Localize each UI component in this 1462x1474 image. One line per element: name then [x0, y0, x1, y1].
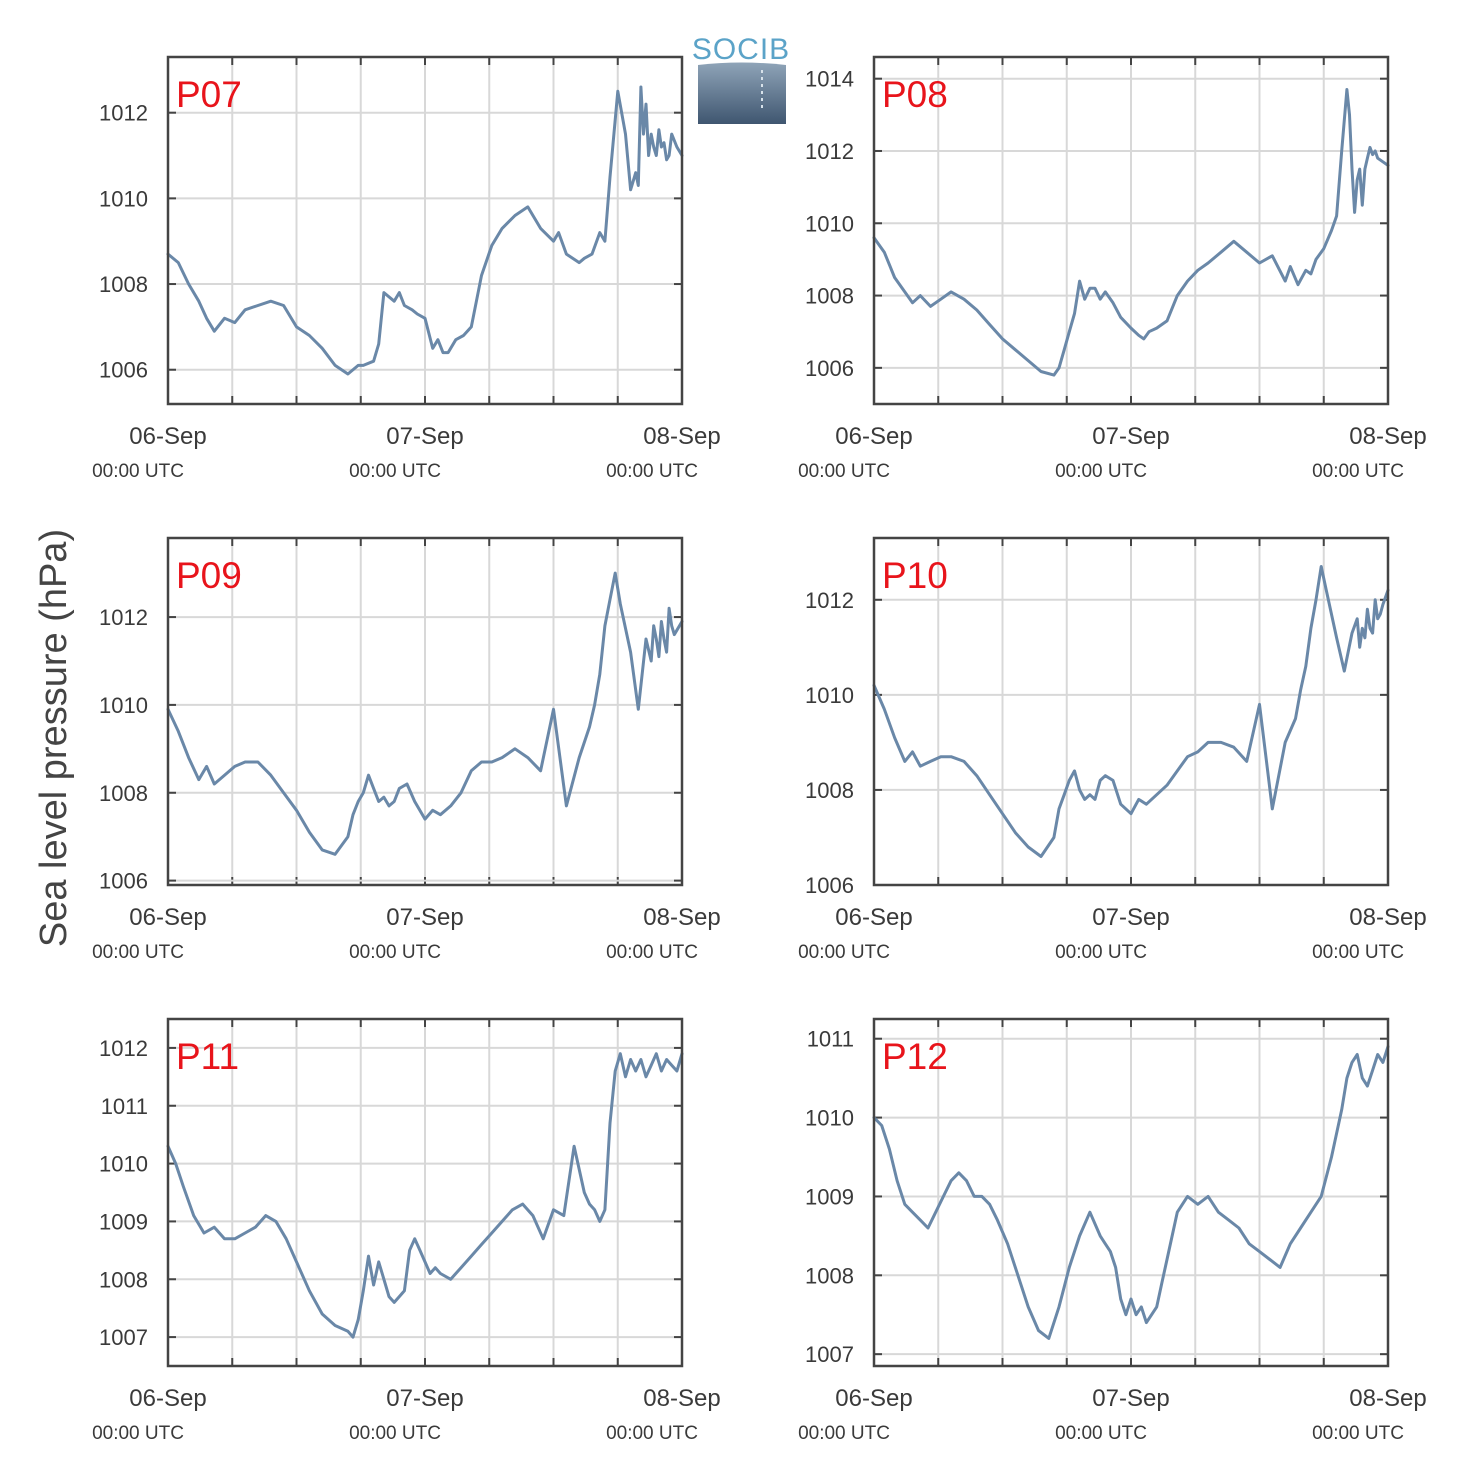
x-tick-label: 06-Sep — [129, 1385, 206, 1412]
panel-p11: 1007 1008 1009 1010 1011 1012 06-Sep 00:00 UTC 0… — [92, 1017, 721, 1444]
x-tick-sublabel: 00:00 UTC — [349, 942, 441, 963]
logo-text: SOCIB — [692, 33, 790, 66]
x-tick-sublabel: 00:00 UTC — [1312, 1423, 1404, 1444]
y-tick-label: 1012 — [99, 1036, 148, 1061]
plot-frame — [166, 55, 684, 406]
y-tick-label: 1006 — [99, 869, 148, 894]
y-tick-label: 1012 — [99, 605, 148, 630]
x-tick-label: 06-Sep — [835, 1385, 912, 1412]
x-tick-label: 06-Sep — [835, 904, 912, 931]
x-tick-label: 06-Sep — [129, 904, 206, 931]
x-tick-label: 07-Sep — [386, 904, 463, 931]
series-line-p07 — [166, 85, 684, 376]
panel-p07: 1006 1008 1010 1012 06-Sep 00:00 UTC 07-Sep 00:… — [92, 55, 721, 482]
y-tick-label: 1007 — [99, 1325, 148, 1350]
series-line-p08 — [872, 88, 1390, 377]
y-tick-label: 1009 — [805, 1184, 854, 1209]
series-line-p10 — [872, 565, 1390, 858]
x-tick-label: 08-Sep — [643, 904, 720, 931]
panels: 1006 1008 1010 1012 06-Sep 00:00 UTC 07-Sep 00:… — [92, 55, 1427, 1444]
x-tick-sublabel: 00:00 UTC — [92, 461, 184, 482]
x-tick-sublabel: 00:00 UTC — [92, 942, 184, 963]
y-axis-label: Sea level pressure (hPa) — [33, 529, 75, 947]
y-tick-label: 1010 — [805, 211, 854, 236]
y-tick-label: 1014 — [805, 67, 854, 92]
x-tick-sublabel: 00:00 UTC — [1055, 1423, 1147, 1444]
y-tick-label: 1009 — [99, 1209, 148, 1234]
x-tick-sublabel: 00:00 UTC — [798, 461, 890, 482]
series-line-p09 — [166, 571, 684, 856]
panel-p08: 1006 1008 1010 1012 1014 06-Sep 00:00 UTC 07-Se… — [798, 55, 1427, 482]
y-tick-label: 1010 — [805, 683, 854, 708]
y-tick-label: 1012 — [805, 139, 854, 164]
y-tick-label: 1012 — [805, 588, 854, 613]
x-tick-label: 08-Sep — [1349, 1385, 1426, 1412]
y-tick-label: 1008 — [99, 1267, 148, 1292]
panel-p12: 1007 1008 1009 1010 1011 06-Sep 00:00 UTC 07-Se… — [798, 1017, 1427, 1444]
x-tick-label: 08-Sep — [1349, 904, 1426, 931]
x-tick-sublabel: 00:00 UTC — [798, 942, 890, 963]
panel-label: P11 — [176, 1036, 239, 1077]
plot-frame — [872, 536, 1390, 887]
x-tick-sublabel: 00:00 UTC — [1312, 942, 1404, 963]
x-tick-label: 08-Sep — [1349, 423, 1426, 450]
x-tick-label: 07-Sep — [386, 423, 463, 450]
x-tick-label: 06-Sep — [129, 423, 206, 450]
panel-label: P07 — [176, 74, 242, 115]
panel-label: P08 — [882, 74, 948, 115]
y-tick-label: 1010 — [99, 1152, 148, 1177]
y-tick-label: 1006 — [99, 358, 148, 383]
series-line-p12 — [872, 1045, 1390, 1340]
x-tick-sublabel: 00:00 UTC — [1055, 461, 1147, 482]
x-tick-label: 07-Sep — [1092, 904, 1169, 931]
panel-label: P12 — [882, 1036, 948, 1077]
y-tick-label: 1008 — [805, 1263, 854, 1288]
x-tick-sublabel: 00:00 UTC — [1312, 461, 1404, 482]
x-tick-label: 07-Sep — [1092, 423, 1169, 450]
y-tick-label: 1008 — [805, 284, 854, 309]
y-tick-label: 1006 — [805, 356, 854, 381]
series-line-p11 — [166, 1052, 684, 1339]
x-tick-sublabel: 00:00 UTC — [92, 1423, 184, 1444]
panel-label: P10 — [882, 555, 948, 596]
y-tick-label: 1007 — [805, 1342, 854, 1367]
y-tick-label: 1012 — [99, 101, 148, 126]
plot-frame — [166, 1017, 684, 1368]
plot-frame — [872, 55, 1390, 406]
socib-logo: SOCIB — [692, 33, 790, 124]
y-tick-label: 1008 — [99, 272, 148, 297]
x-tick-label: 06-Sep — [835, 423, 912, 450]
y-tick-label: 1010 — [99, 186, 148, 211]
x-tick-label: 07-Sep — [1092, 1385, 1169, 1412]
y-tick-label: 1008 — [805, 778, 854, 803]
x-tick-sublabel: 00:00 UTC — [349, 1423, 441, 1444]
panel-p09: 1006 1008 1010 1012 06-Sep 00:00 UTC 07-Sep 00:… — [92, 536, 721, 963]
plot-frame — [166, 536, 684, 887]
x-tick-sublabel: 00:00 UTC — [1055, 942, 1147, 963]
x-tick-label: 07-Sep — [386, 1385, 463, 1412]
plot-frame — [872, 1017, 1390, 1368]
x-tick-sublabel: 00:00 UTC — [798, 1423, 890, 1444]
x-tick-sublabel: 00:00 UTC — [349, 461, 441, 482]
panel-label: P09 — [176, 555, 242, 596]
x-tick-sublabel: 00:00 UTC — [606, 461, 698, 482]
y-tick-label: 1010 — [805, 1106, 854, 1131]
y-tick-label: 1011 — [101, 1094, 148, 1119]
y-tick-label: 1010 — [99, 693, 148, 718]
x-tick-sublabel: 00:00 UTC — [606, 942, 698, 963]
x-tick-label: 08-Sep — [643, 423, 720, 450]
panel-p10: 1006 1008 1010 1012 06-Sep 00:00 UTC 07-Sep 00:… — [798, 536, 1427, 963]
y-tick-label: 1008 — [99, 781, 148, 806]
x-tick-label: 08-Sep — [643, 1385, 720, 1412]
y-tick-label: 1011 — [807, 1027, 854, 1052]
y-tick-label: 1006 — [805, 873, 854, 898]
x-tick-sublabel: 00:00 UTC — [606, 1423, 698, 1444]
